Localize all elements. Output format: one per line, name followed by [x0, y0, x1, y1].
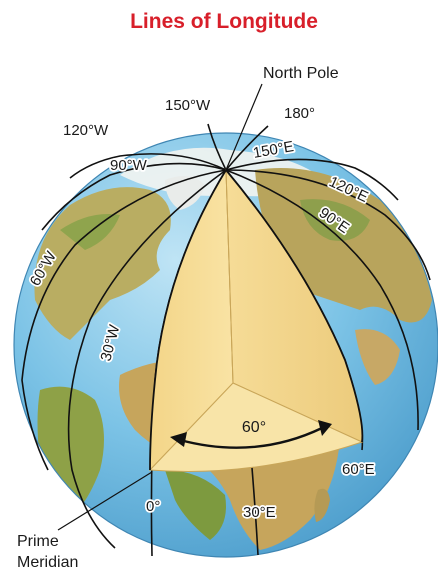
diagram-title: Lines of Longitude [130, 10, 318, 33]
meridian-90e [225, 169, 419, 431]
angle-arrow [170, 420, 332, 449]
label-90w: 90°W [110, 157, 148, 174]
sixty-degree-wedge [148, 168, 364, 472]
label-60e: 60°E [342, 461, 375, 478]
meridian-60w [21, 169, 227, 471]
prime-meridian-label-line1: Prime [17, 533, 59, 550]
label-120w: 120°W [63, 122, 109, 139]
angle-label: 60° [242, 419, 266, 436]
meridian-150e [225, 158, 399, 201]
north-pole-pointer [225, 83, 263, 171]
prime-meridian-label-line2: Meridian [17, 554, 78, 571]
meridian-180 [225, 125, 269, 171]
meridian-30w [67, 169, 227, 549]
wedge-bottom-face [148, 382, 364, 472]
meridian-150w [207, 123, 227, 171]
north-pole-label: North Pole [263, 65, 339, 82]
label-30e: 30°E [243, 504, 276, 521]
label-150w: 150°W [165, 97, 211, 114]
meridian-120w [69, 153, 227, 179]
label-0: 0° [146, 498, 160, 515]
meridian-90w [41, 162, 227, 231]
prime-meridian-pointer [57, 471, 153, 531]
label-180: 180° [284, 105, 315, 122]
meridian-120e [225, 169, 431, 281]
